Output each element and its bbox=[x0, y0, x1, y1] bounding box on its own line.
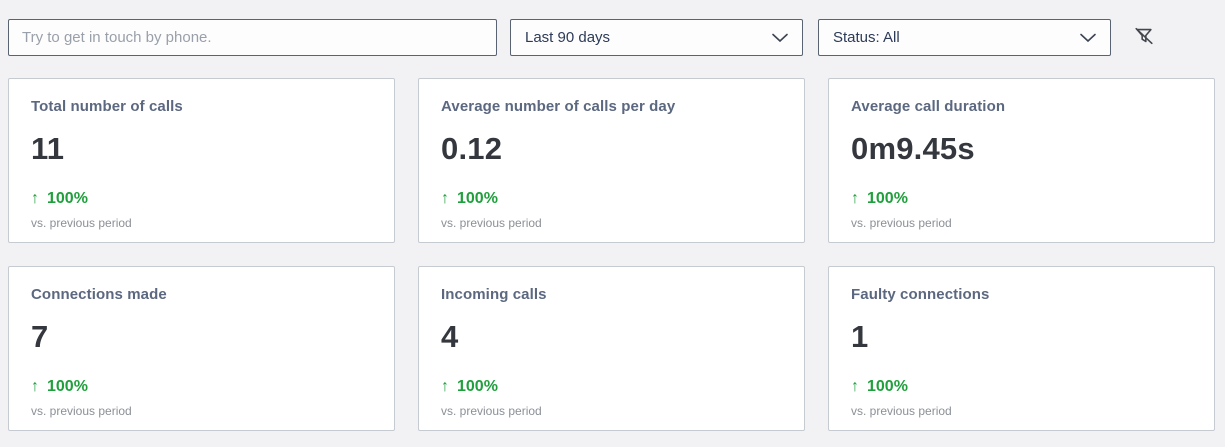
card-average-calls-per-day: Average number of calls per day 0.12 ↑ 1… bbox=[418, 78, 805, 243]
chevron-down-icon bbox=[772, 33, 788, 43]
change-percent: 100% bbox=[47, 190, 88, 207]
change-percent: 100% bbox=[867, 190, 908, 207]
card-change: ↑ 100% bbox=[851, 378, 1192, 396]
card-faulty-connections: Faulty connections 1 ↑ 100% vs. previous… bbox=[828, 266, 1215, 431]
change-percent: 100% bbox=[47, 378, 88, 395]
card-title: Incoming calls bbox=[441, 286, 547, 303]
card-change: ↑ 100% bbox=[441, 190, 782, 208]
comparison-label: vs. previous period bbox=[851, 404, 952, 418]
trend-up-icon: ↑ bbox=[31, 190, 39, 207]
card-title: Average number of calls per day bbox=[441, 98, 676, 115]
card-title: Average call duration bbox=[851, 98, 1006, 115]
card-value: 0m9.45s bbox=[851, 131, 975, 166]
card-title: Faulty connections bbox=[851, 286, 990, 303]
trend-up-icon: ↑ bbox=[441, 190, 449, 207]
comparison-label: vs. previous period bbox=[31, 404, 132, 418]
comparison-label: vs. previous period bbox=[441, 216, 542, 230]
trend-up-icon: ↑ bbox=[851, 190, 859, 207]
change-percent: 100% bbox=[457, 378, 498, 395]
card-value: 7 bbox=[31, 319, 49, 354]
trend-up-icon: ↑ bbox=[851, 378, 859, 395]
card-change: ↑ 100% bbox=[441, 378, 782, 396]
card-value: 11 bbox=[31, 131, 65, 166]
trend-up-icon: ↑ bbox=[441, 378, 449, 395]
filter-off-icon bbox=[1133, 25, 1155, 50]
card-change: ↑ 100% bbox=[31, 378, 372, 396]
date-range-dropdown[interactable]: Last 90 days bbox=[510, 19, 803, 56]
chevron-down-icon bbox=[1080, 33, 1096, 43]
card-title: Total number of calls bbox=[31, 98, 183, 115]
status-dropdown[interactable]: Status: All bbox=[818, 19, 1111, 56]
filter-toolbar: Last 90 days Status: All bbox=[0, 0, 1225, 56]
card-change: ↑ 100% bbox=[31, 190, 372, 208]
trend-up-icon: ↑ bbox=[31, 378, 39, 395]
change-percent: 100% bbox=[457, 190, 498, 207]
card-value: 1 bbox=[851, 319, 869, 354]
card-average-call-duration: Average call duration 0m9.45s ↑ 100% vs.… bbox=[828, 78, 1215, 243]
card-value: 0.12 bbox=[441, 131, 503, 166]
card-value: 4 bbox=[441, 319, 459, 354]
comparison-label: vs. previous period bbox=[851, 216, 952, 230]
card-connections-made: Connections made 7 ↑ 100% vs. previous p… bbox=[8, 266, 395, 431]
card-total-number-of-calls: Total number of calls 11 ↑ 100% vs. prev… bbox=[8, 78, 395, 243]
status-value: Status: All bbox=[833, 29, 900, 46]
date-range-value: Last 90 days bbox=[525, 29, 611, 46]
comparison-label: vs. previous period bbox=[441, 404, 542, 418]
card-change: ↑ 100% bbox=[851, 190, 1192, 208]
card-title: Connections made bbox=[31, 286, 167, 303]
card-incoming-calls: Incoming calls 4 ↑ 100% vs. previous per… bbox=[418, 266, 805, 431]
stats-card-grid: Total number of calls 11 ↑ 100% vs. prev… bbox=[8, 78, 1215, 431]
comparison-label: vs. previous period bbox=[31, 216, 132, 230]
clear-filters-button[interactable] bbox=[1130, 24, 1158, 52]
search-input[interactable] bbox=[8, 19, 497, 56]
change-percent: 100% bbox=[867, 378, 908, 395]
